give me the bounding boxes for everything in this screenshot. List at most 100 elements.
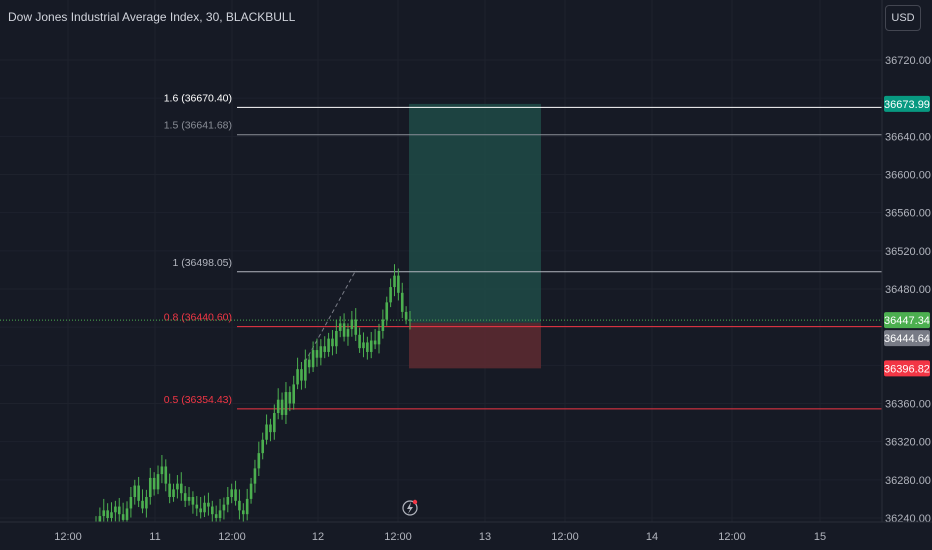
fib-level-label: 1.6 (36670.40) [164, 92, 232, 104]
time-tick-label: 12:00 [218, 531, 246, 543]
time-tick-label: 13 [479, 531, 491, 543]
price-badge-bg [884, 312, 930, 329]
candle-body [273, 413, 276, 433]
candle-body [404, 311, 408, 320]
candle-body [218, 510, 222, 518]
candle-body [335, 330, 338, 347]
candle-body [369, 340, 373, 352]
candle-body [373, 340, 377, 345]
symbol-title[interactable]: Dow Jones Industrial Average Index, 30, … [8, 10, 296, 24]
candle-body [242, 510, 245, 515]
candle-body [319, 346, 323, 358]
candle-body [280, 399, 284, 415]
candle-body [214, 514, 218, 518]
candle-body [195, 504, 199, 509]
candle-body [98, 516, 102, 522]
candle-body [393, 275, 396, 288]
candle-body [323, 346, 327, 352]
price-badge-label: 36444.64 [884, 333, 930, 345]
candle-body [265, 424, 268, 440]
time-axis[interactable] [0, 522, 932, 550]
candle-body [203, 502, 206, 513]
profit-zone[interactable] [409, 103, 541, 323]
loss-zone[interactable] [409, 322, 541, 369]
fib-level-label: 1.5 (36641.68) [164, 120, 232, 132]
candle-body [137, 485, 140, 501]
candle-body [276, 399, 280, 414]
price-tick-label: 36720.00 [885, 55, 931, 67]
candle-body [133, 485, 137, 498]
time-tick-label: 12:00 [384, 531, 412, 543]
fib-level-label: 0.8 (36440.60) [164, 312, 232, 324]
candle-body [145, 497, 148, 509]
candle-body [304, 359, 307, 381]
price-badge: 36447.34 [884, 312, 930, 329]
price-tick-label: 36600.00 [885, 170, 931, 182]
candle-body [288, 392, 292, 404]
time-tick-label: 12 [312, 531, 324, 543]
price-badge: 36444.64 [884, 330, 930, 347]
candle-body [315, 350, 319, 358]
candle-body [257, 453, 261, 469]
price-tick-label: 36560.00 [885, 208, 931, 220]
price-badge-label: 36396.82 [884, 363, 930, 375]
candle-body [125, 508, 129, 520]
candle-body [179, 483, 183, 494]
time-tick-label: 11 [149, 531, 160, 543]
lightning-event-icon[interactable] [402, 499, 418, 516]
price-badge: 36673.99 [884, 95, 930, 112]
candle-body [121, 514, 125, 520]
candle-body [230, 489, 233, 498]
candle-body [210, 506, 214, 515]
currency-button[interactable]: USD [885, 5, 921, 31]
candle-body [377, 330, 381, 345]
candle-body [207, 502, 210, 507]
candle-body [160, 466, 164, 475]
candle-body [362, 342, 365, 349]
candle-body [222, 504, 226, 511]
candle-body [327, 338, 330, 352]
candle-body [358, 334, 361, 349]
candle-body [397, 275, 400, 293]
candle-body [389, 287, 392, 303]
candle-body [381, 319, 385, 331]
candle-body [307, 359, 311, 368]
candle-body [110, 512, 113, 518]
candle-body [342, 323, 346, 337]
candle-body [292, 384, 296, 404]
candle-body [311, 350, 315, 368]
candle-body [338, 323, 342, 331]
candle-body [408, 319, 412, 321]
candle-body [148, 477, 152, 498]
candle-body [164, 466, 168, 484]
candle-body [106, 510, 109, 518]
price-badge-label: 36447.34 [884, 315, 930, 327]
candle-body [102, 510, 106, 517]
candle-body [249, 483, 253, 499]
candle-body [346, 329, 350, 337]
time-tick-label: 12:00 [718, 531, 746, 543]
candle-body [238, 500, 241, 511]
price-badge-bg [884, 360, 930, 377]
candle-body [296, 369, 299, 385]
price-tick-label: 36480.00 [885, 284, 931, 296]
candle-body [129, 497, 133, 509]
candle-body [152, 477, 156, 490]
price-axis[interactable] [882, 0, 932, 550]
candle-body [226, 497, 230, 505]
candle-body [245, 498, 249, 515]
candle-body [284, 392, 288, 415]
candle-body [183, 493, 187, 501]
candle-body [253, 468, 257, 484]
candle-body [199, 508, 202, 513]
candle-body [350, 319, 354, 330]
price-badge-label: 36673.99 [884, 99, 930, 111]
candle-body [141, 500, 144, 509]
candle-body [400, 292, 404, 312]
candle-body [156, 474, 160, 490]
candle-body [261, 439, 264, 454]
candle-body [300, 369, 303, 381]
candle-body [114, 506, 117, 513]
fib-level-label: 1 (36498.05) [172, 257, 232, 269]
